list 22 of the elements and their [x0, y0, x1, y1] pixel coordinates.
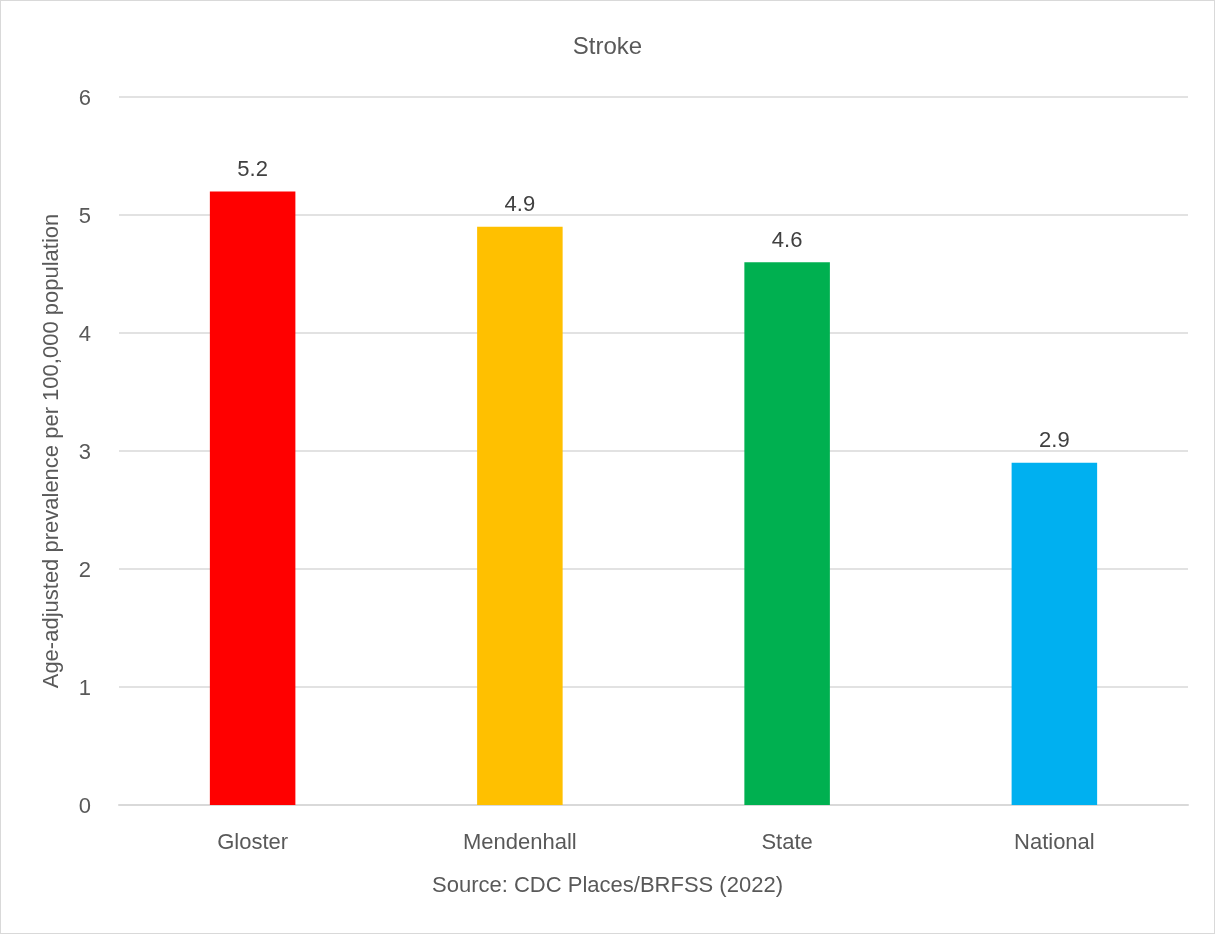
chart-title: Stroke: [572, 31, 643, 59]
bar: [1011, 462, 1098, 805]
x-tick-label: Gloster: [217, 828, 289, 854]
y-tick-label: 5: [78, 202, 91, 228]
y-tick-label: 3: [78, 438, 91, 464]
y-tick-label: 4: [78, 320, 91, 346]
y-tick-label: 6: [78, 84, 91, 110]
data-label: 2.9: [1039, 427, 1070, 453]
bar: [744, 262, 830, 805]
x-tick-label: State: [761, 828, 813, 854]
data-label: 4.9: [504, 191, 536, 217]
bar: [209, 191, 296, 805]
bar: [477, 226, 563, 805]
y-tick-label: 1: [78, 674, 91, 700]
y-axis-title: Age-adjusted prevalence per 100,000 population: [37, 213, 63, 689]
data-label: 4.6: [771, 226, 803, 252]
x-tick-label: National: [1014, 828, 1095, 854]
y-tick-label: 0: [78, 792, 91, 818]
x-tick-label: Mendenhall: [463, 828, 577, 854]
source-note: Source: CDC Places/BRFSS (2022): [432, 871, 783, 897]
y-tick-label: 2: [78, 556, 91, 582]
data-label: 5.2: [237, 155, 268, 181]
